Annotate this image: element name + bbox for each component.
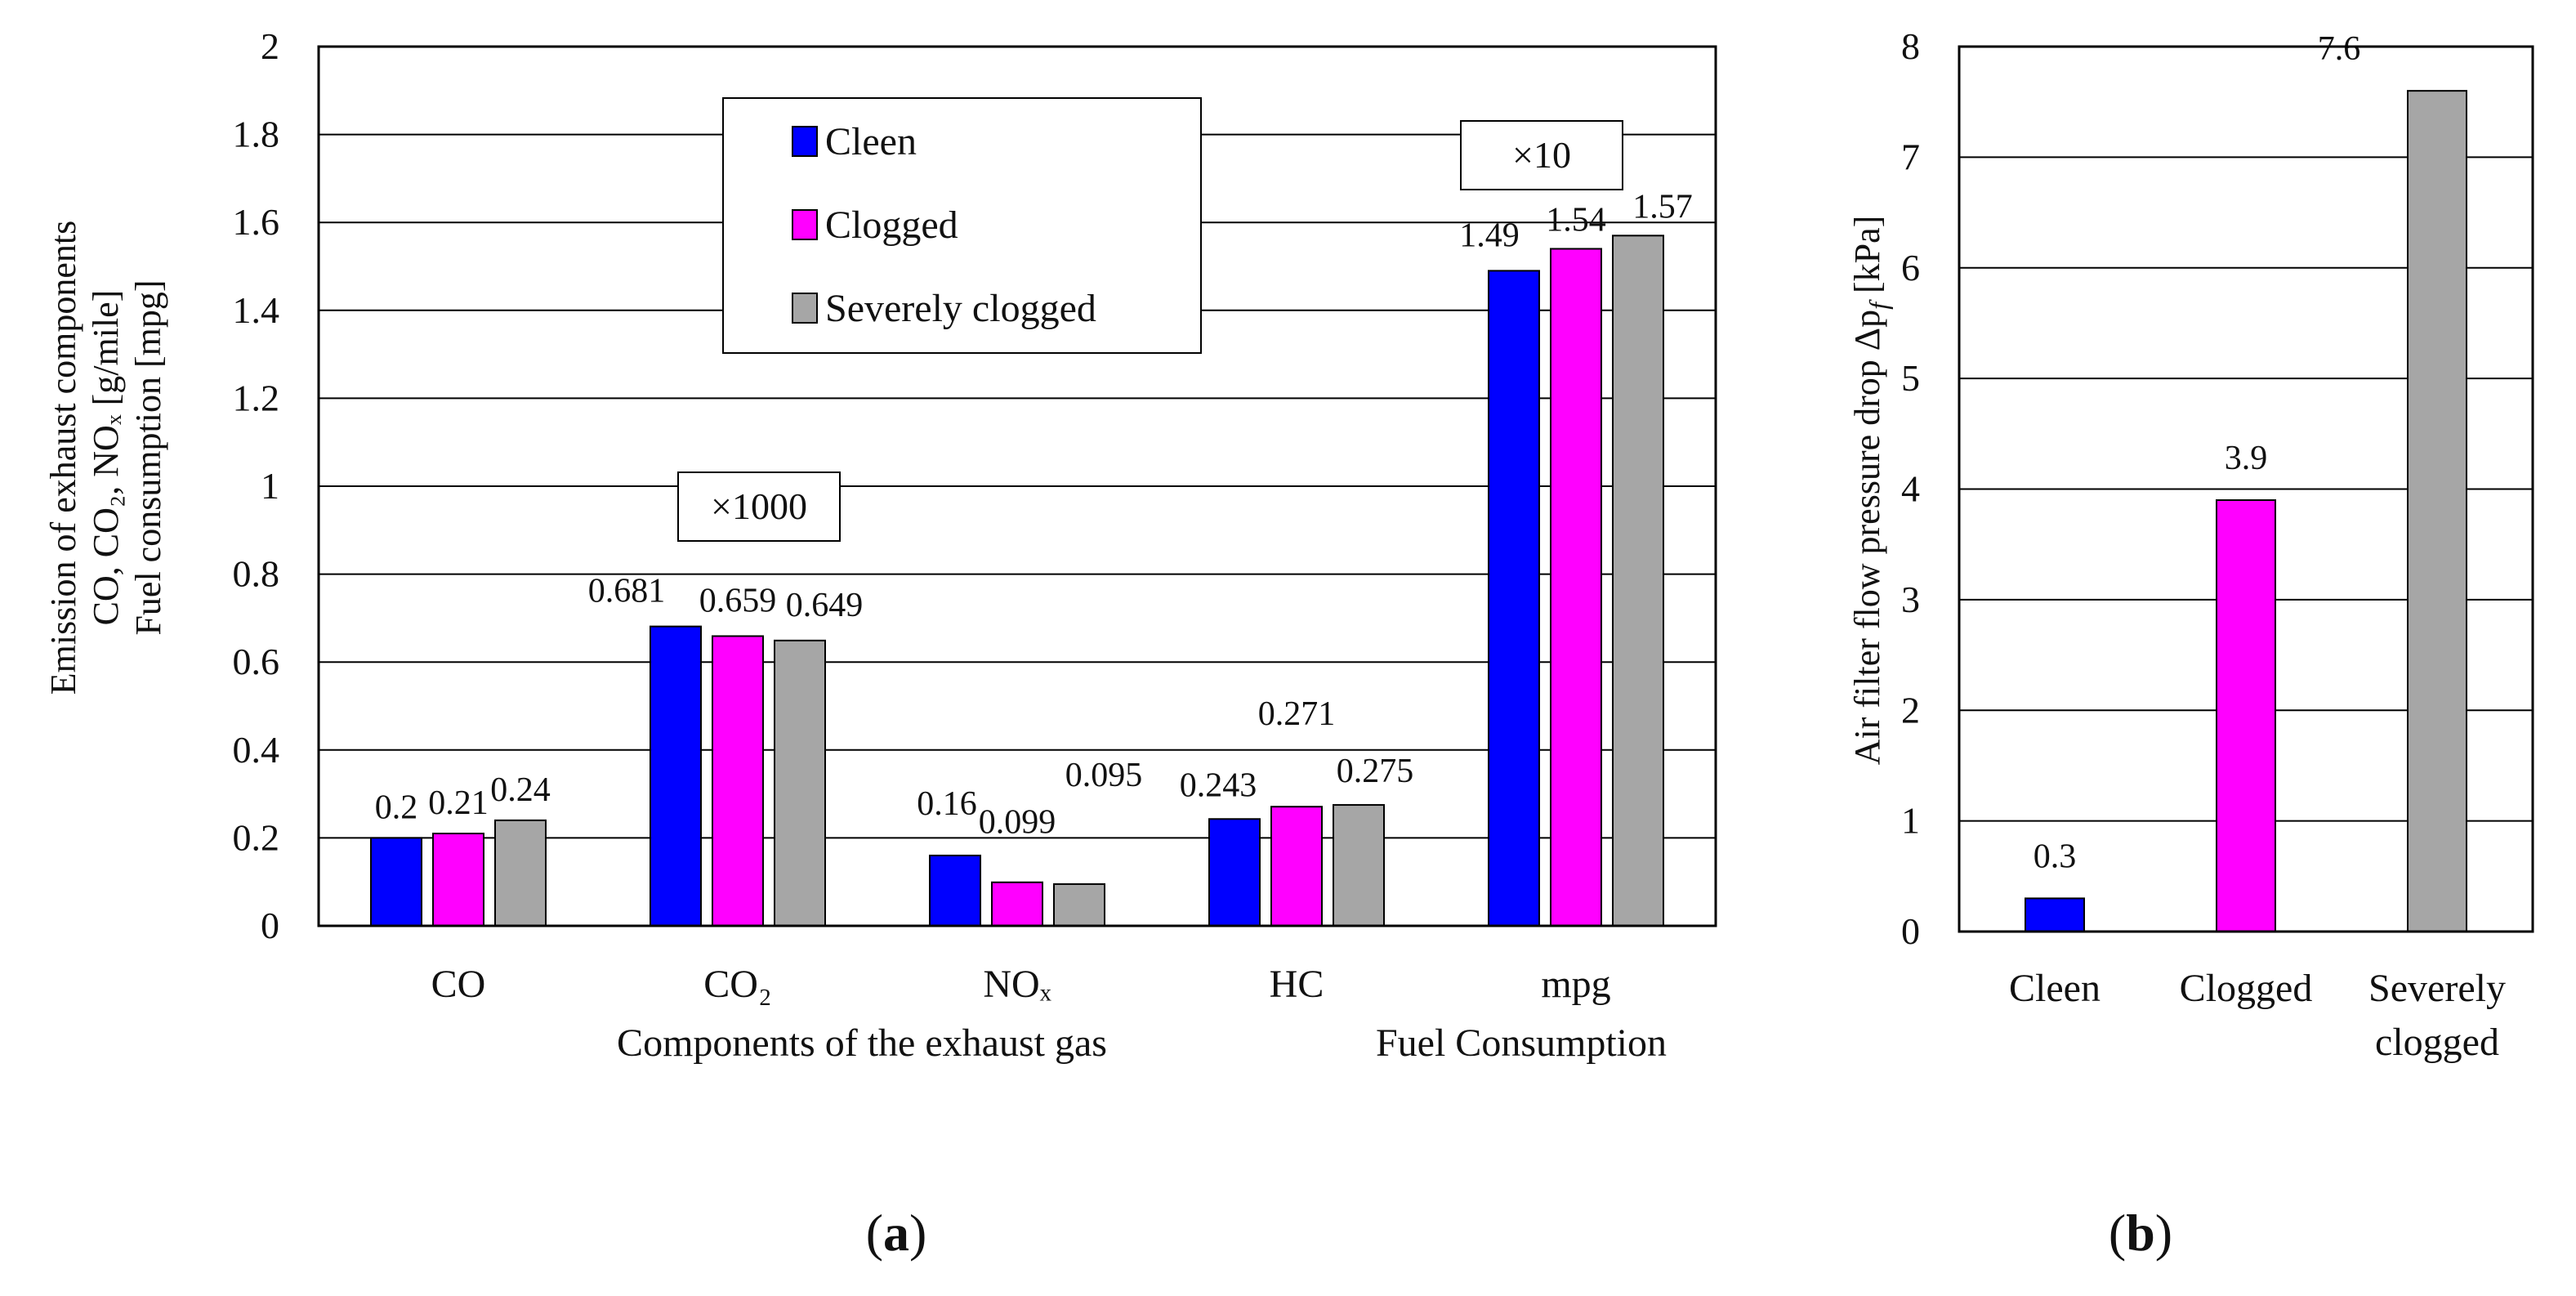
- data-label-b: 3.9: [2225, 440, 2268, 477]
- y-tick-label-b: 4: [1901, 468, 1920, 510]
- x-category-label: CO: [431, 963, 486, 1006]
- x-category-label-b: Cleen: [2009, 967, 2101, 1010]
- y-tick-label-a: 0.8: [233, 553, 280, 595]
- data-label: 1.57: [1632, 188, 1693, 226]
- y-tick-label-b: 5: [1901, 357, 1920, 399]
- multiplier-label: ×1000: [711, 485, 807, 527]
- y-tick-label-b: 2: [1901, 689, 1920, 731]
- y-tick-label-b: 1: [1901, 800, 1920, 842]
- bar-HC-cleen: [1208, 818, 1261, 927]
- x-category-label-b: Clogged: [2180, 967, 2313, 1010]
- legend-label: Cleen: [825, 120, 917, 163]
- y-tick-label-b: 8: [1901, 25, 1920, 67]
- bar-mpg-clogged: [1550, 248, 1602, 927]
- y-tick-label-a: 1.4: [233, 289, 280, 331]
- y-tick-label-a: 1.2: [233, 377, 280, 418]
- bar-CO-severely-clogged: [494, 819, 547, 927]
- bar-CO-clogged: [432, 833, 484, 927]
- y-axis-title-line: CO, CO₂, NOₓ [g/mile]: [86, 290, 126, 626]
- y-axis-title-a: Emission of exhaust components CO, CO₂, N…: [43, 221, 168, 695]
- y-tick-label-a: 0.4: [233, 729, 280, 771]
- panel-label-b: (b): [2109, 1204, 2172, 1262]
- x-category-label: HC: [1270, 963, 1324, 1006]
- y-tick-label-b: 6: [1901, 247, 1920, 288]
- data-label: 1.49: [1459, 217, 1520, 254]
- x-category-label: CO₂: [703, 963, 771, 1006]
- y-tick-label-b: 3: [1901, 579, 1920, 620]
- bar-CO₂-severely-clogged: [774, 639, 826, 927]
- multiplier-box: [677, 471, 841, 542]
- y-axis-title-b-text: Air filter flow pressure drop Δpf [kPa]: [1847, 216, 1893, 766]
- panel-label-a: (a): [866, 1204, 927, 1262]
- y-tick-label-a: 0.2: [233, 816, 280, 858]
- legend: Cleen Clogged Severely clogged: [722, 97, 1202, 354]
- plot-frame-a: [317, 45, 1717, 927]
- data-label: 0.24: [490, 771, 551, 809]
- bar-b-cleen: [2025, 897, 2085, 932]
- bar-HC-clogged: [1270, 806, 1323, 927]
- data-label: 1.54: [1546, 201, 1606, 239]
- x-axis-title-components: Components of the exhaust gas: [617, 1021, 1107, 1065]
- bar-CO-cleen: [370, 837, 422, 927]
- bar-CO₂-clogged: [712, 635, 764, 927]
- y-axis-title-b-unit: [kPa]: [1847, 216, 1887, 302]
- panel-letter-a: a: [883, 1204, 909, 1262]
- y-tick-label-b: 7: [1901, 136, 1920, 177]
- data-label: 0.275: [1337, 753, 1414, 790]
- x-category-label-b: Severely: [2368, 967, 2506, 1010]
- legend-swatch: [792, 293, 818, 324]
- y-tick-label-a: 0.6: [233, 641, 280, 682]
- y-tick-label-a: 1.8: [233, 114, 280, 155]
- y-tick-label-a: 1.6: [233, 201, 280, 243]
- x-axis-title-fuel: Fuel Consumption: [1376, 1021, 1667, 1065]
- legend-label: Severely clogged: [825, 287, 1096, 330]
- legend-swatch: [792, 209, 818, 240]
- multiplier-label: ×10: [1512, 134, 1571, 176]
- multiplier-box: [1460, 120, 1623, 190]
- data-label: 0.21: [428, 784, 489, 822]
- y-tick-label-a: 2: [261, 25, 279, 67]
- bar-mpg-severely-clogged: [1612, 235, 1664, 927]
- bar-CO₂-cleen: [650, 625, 702, 927]
- data-label-b: 7.6: [2318, 30, 2361, 68]
- y-tick-label-a: 0: [261, 905, 279, 946]
- y-axis-title-line: Emission of exhaust components: [43, 221, 83, 695]
- legend-swatch: [792, 126, 818, 157]
- y-tick-label-a: 1: [261, 465, 279, 507]
- panel-letter-b: b: [2126, 1204, 2155, 1262]
- bar-mpg-cleen: [1488, 270, 1540, 927]
- y-axis-title-b: Air filter flow pressure drop Δpf [kPa]: [1847, 216, 1893, 766]
- data-label: 0.681: [588, 573, 666, 610]
- x-category-label: NOₓ: [983, 963, 1051, 1006]
- data-label: 0.099: [979, 804, 1056, 842]
- y-axis-title-line: Fuel consumption [mpg]: [128, 279, 168, 635]
- y-axis-title-b-main: Air filter flow pressure drop Δp: [1847, 310, 1887, 765]
- bar-HC-severely-clogged: [1333, 804, 1385, 927]
- bar-NOₓ-cleen: [929, 854, 981, 927]
- y-tick-label-b: 0: [1901, 910, 1920, 952]
- data-label: 0.2: [375, 789, 418, 826]
- data-label: 0.659: [699, 582, 777, 619]
- legend-label: Clogged: [825, 203, 958, 247]
- bar-b-severely-clogged: [2407, 90, 2467, 932]
- x-category-label: mpg: [1541, 963, 1610, 1006]
- data-label: 0.16: [917, 785, 977, 823]
- x-category-label-b: clogged: [2375, 1021, 2499, 1064]
- data-label: 0.649: [786, 587, 864, 624]
- data-label: 0.243: [1180, 766, 1257, 804]
- bar-NOₓ-severely-clogged: [1053, 883, 1105, 927]
- data-label-b: 0.3: [2034, 838, 2077, 875]
- bar-b-clogged: [2216, 499, 2276, 932]
- data-label: 0.271: [1258, 695, 1336, 733]
- data-label: 0.095: [1065, 757, 1143, 794]
- plot-frame-b: [1958, 45, 2534, 933]
- bar-NOₓ-clogged: [991, 881, 1043, 927]
